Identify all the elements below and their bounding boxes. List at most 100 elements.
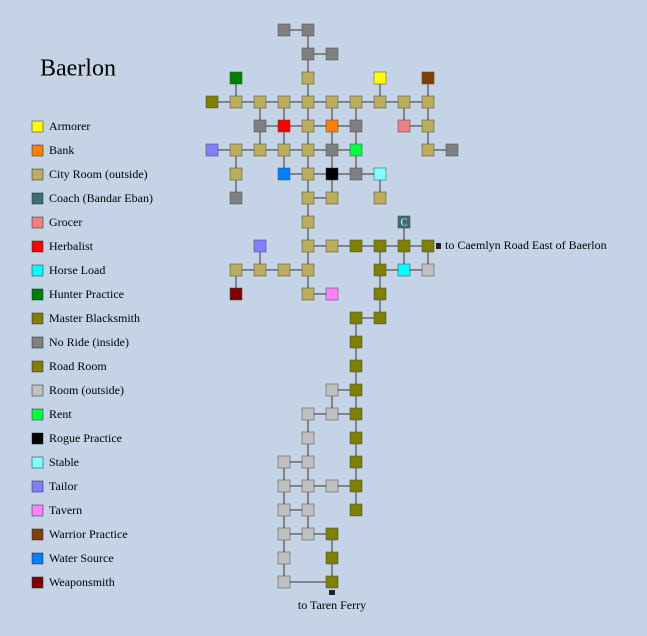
room: [349, 503, 363, 517]
legend-label: Stable: [49, 455, 79, 469]
legend-label: Room (outside): [49, 383, 124, 397]
room: [253, 239, 267, 253]
room: [373, 95, 387, 109]
room: [325, 575, 339, 589]
room: [277, 527, 291, 541]
legend-swatch: [31, 168, 44, 181]
legend-label: Tavern: [49, 503, 82, 517]
legend-label: Horse Load: [49, 263, 105, 277]
room: [421, 71, 435, 85]
room: [301, 407, 315, 421]
legend-swatch: [31, 504, 44, 517]
legend-swatch: [31, 576, 44, 589]
legend-swatch: [31, 192, 44, 205]
room: [373, 311, 387, 325]
map-title: Baerlon: [40, 56, 116, 82]
room: [301, 167, 315, 181]
room: [349, 119, 363, 133]
room: [325, 287, 339, 301]
room: [349, 455, 363, 469]
room: [301, 479, 315, 493]
room: [301, 455, 315, 469]
room: [277, 23, 291, 37]
room: [373, 71, 387, 85]
legend-label: Weaponsmith: [49, 575, 115, 589]
room: [229, 95, 243, 109]
room: [301, 431, 315, 445]
legend-swatch: [31, 240, 44, 253]
room: [277, 503, 291, 517]
room: [325, 191, 339, 205]
room: [325, 143, 339, 157]
room: [325, 47, 339, 61]
room: [421, 143, 435, 157]
room: [301, 71, 315, 85]
legend-label: Water Source: [49, 551, 114, 565]
room: [205, 95, 219, 109]
room: [229, 287, 243, 301]
room: [325, 167, 339, 181]
room: [373, 287, 387, 301]
legend-swatch: [31, 264, 44, 277]
room: [253, 119, 267, 133]
legend-swatch: [31, 480, 44, 493]
room: [397, 215, 411, 229]
room: [277, 167, 291, 181]
legend-swatch: [31, 408, 44, 421]
legend-label: No Ride (inside): [49, 335, 129, 349]
legend-swatch: [31, 288, 44, 301]
room: [277, 455, 291, 469]
room: [229, 71, 243, 85]
room: [397, 263, 411, 277]
room: [253, 263, 267, 277]
room: [421, 263, 435, 277]
room: [349, 383, 363, 397]
room: [349, 479, 363, 493]
legend-label: Grocer: [49, 215, 82, 229]
room: [277, 119, 291, 133]
exit-label: to Caemlyn Road East of Baerlon: [445, 238, 607, 252]
legend-swatch: [31, 528, 44, 541]
room: [301, 503, 315, 517]
legend-label: Warrior Practice: [49, 527, 128, 541]
room: [253, 143, 267, 157]
room: [301, 119, 315, 133]
room: [229, 167, 243, 181]
exit-marker: [329, 590, 335, 595]
legend-label: Bank: [49, 143, 74, 157]
room: [421, 119, 435, 133]
room: [301, 23, 315, 37]
room: [325, 119, 339, 133]
room: [301, 47, 315, 61]
exit-marker: [436, 243, 441, 249]
room: [301, 263, 315, 277]
room: [301, 95, 315, 109]
room: [253, 95, 267, 109]
legend-swatch: [31, 456, 44, 469]
room: [349, 143, 363, 157]
room: [277, 143, 291, 157]
legend-swatch: [31, 432, 44, 445]
room: [301, 287, 315, 301]
room: [301, 191, 315, 205]
room: [325, 239, 339, 253]
room: [205, 143, 219, 157]
legend-swatch: [31, 312, 44, 325]
room: [349, 239, 363, 253]
room: [349, 311, 363, 325]
legend-label: Tailor: [49, 479, 77, 493]
room: [373, 167, 387, 181]
room: [397, 119, 411, 133]
legend-swatch: [31, 552, 44, 565]
room: [325, 383, 339, 397]
room: [445, 143, 459, 157]
room: [421, 95, 435, 109]
room: [397, 95, 411, 109]
legend-label: Herbalist: [49, 239, 94, 253]
room: [301, 527, 315, 541]
legend-label: Armorer: [49, 119, 90, 133]
room: [325, 407, 339, 421]
legend-swatch: [31, 360, 44, 373]
room: [277, 95, 291, 109]
exit-label: to Taren Ferry: [298, 598, 366, 612]
